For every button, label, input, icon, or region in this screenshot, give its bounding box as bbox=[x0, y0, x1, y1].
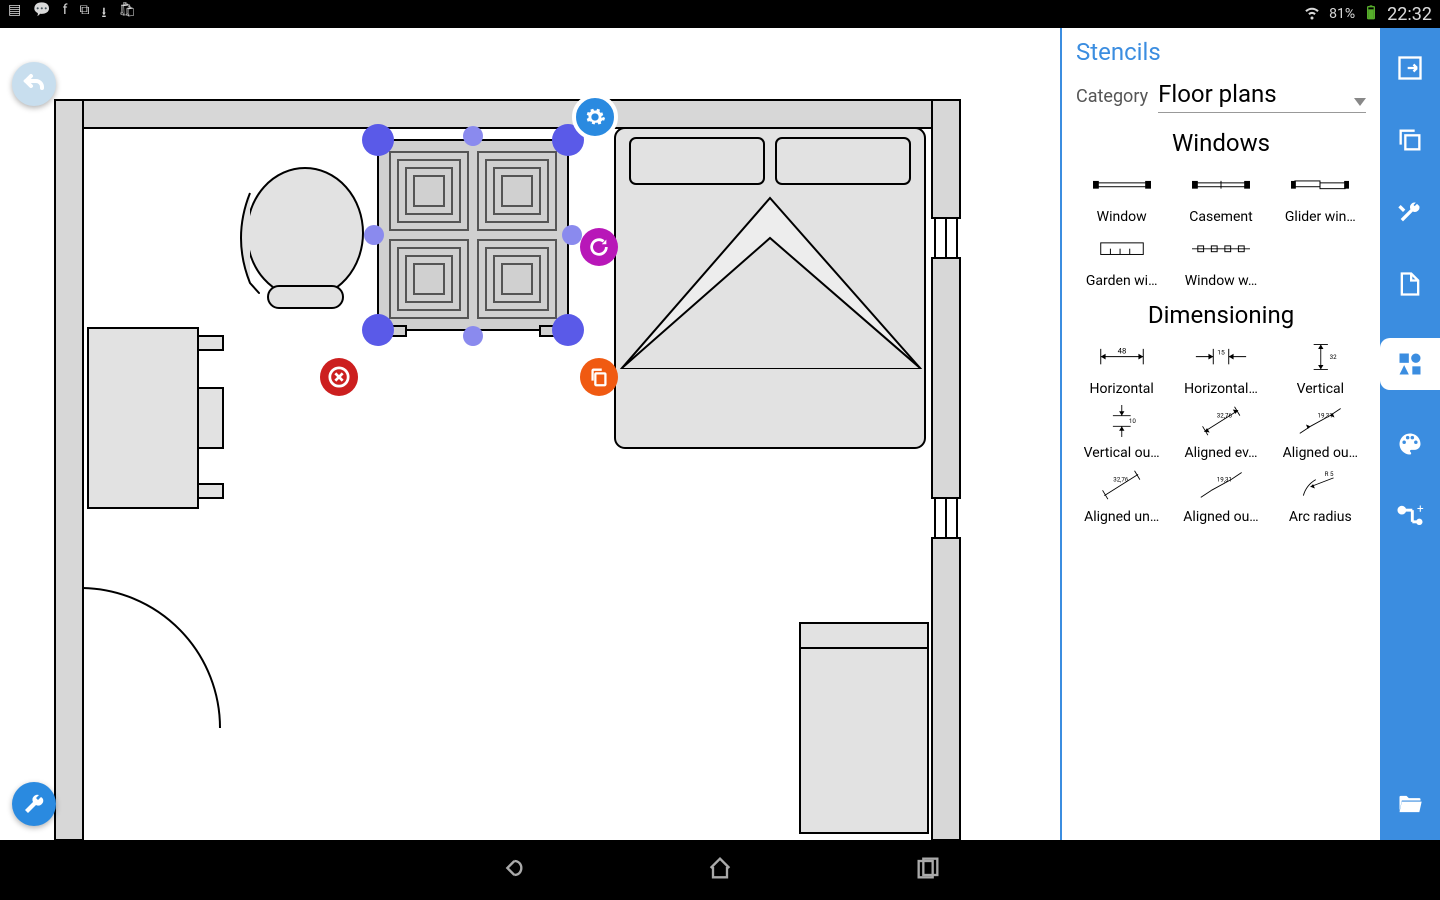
status-time: 22:32 bbox=[1387, 4, 1432, 25]
status-battery: 81% bbox=[1329, 6, 1355, 22]
battery-icon bbox=[1363, 4, 1379, 24]
stencil-casement[interactable]: Casement bbox=[1173, 167, 1268, 225]
stencil-glider[interactable]: Glider win… bbox=[1273, 167, 1368, 225]
undo-fab[interactable] bbox=[12, 62, 56, 106]
nav-recent[interactable] bbox=[914, 854, 942, 886]
nav-home[interactable] bbox=[706, 854, 734, 886]
svg-text:10: 10 bbox=[1129, 417, 1136, 425]
svg-text:+: + bbox=[1417, 502, 1424, 516]
section-dim-title: Dimensioning bbox=[1070, 301, 1372, 329]
connector-icon[interactable]: + bbox=[1392, 498, 1428, 534]
stencil-dim-au[interactable]: 32,76 Aligned un… bbox=[1074, 467, 1169, 525]
chat-icon: 💬 bbox=[33, 2, 50, 26]
svg-text:15: 15 bbox=[1217, 349, 1225, 357]
stencil-dim-ho[interactable]: 15 Horizontal… bbox=[1173, 339, 1268, 397]
gear-button[interactable] bbox=[572, 94, 618, 140]
stencil-dim-h[interactable]: 48 Horizontal bbox=[1074, 339, 1169, 397]
copy-button[interactable] bbox=[580, 358, 618, 396]
copy-icon: ⧉ bbox=[80, 2, 90, 26]
bag-icon: 🛍 bbox=[118, 2, 136, 26]
svg-text:19,31: 19,31 bbox=[1318, 411, 1333, 419]
stencil-dim-v[interactable]: 32 Vertical bbox=[1273, 339, 1368, 397]
svg-text:32,76: 32,76 bbox=[1114, 475, 1130, 483]
stencil-dim-arc[interactable]: R 5 Arc radius bbox=[1273, 467, 1368, 525]
stencil-dim-ae[interactable]: 32,76 Aligned ev… bbox=[1173, 403, 1268, 461]
category-label: Category bbox=[1076, 86, 1148, 107]
stencil-garden[interactable]: Garden wi… bbox=[1074, 231, 1169, 289]
fb-icon: f bbox=[63, 2, 68, 26]
android-status-bar: ▤ 💬 f ⧉ ⭳ 🛍 81% 22:32 bbox=[0, 0, 1440, 28]
wrench-fab[interactable] bbox=[12, 782, 56, 826]
stencil-dim-vo[interactable]: 10 Vertical ou… bbox=[1074, 403, 1169, 461]
shapes-icon[interactable] bbox=[1380, 338, 1440, 390]
stencil-window-wall[interactable]: Window w… bbox=[1173, 231, 1268, 289]
export-icon[interactable] bbox=[1392, 50, 1428, 86]
section-windows-title: Windows bbox=[1070, 129, 1372, 157]
floorplan-canvas[interactable] bbox=[0, 28, 1060, 840]
svg-text:32: 32 bbox=[1329, 353, 1336, 361]
category-select[interactable]: Floor plans bbox=[1158, 80, 1366, 113]
svg-text:R 5: R 5 bbox=[1325, 470, 1334, 478]
stencil-dim-ao[interactable]: 19,31 Aligned ou… bbox=[1273, 403, 1368, 461]
nav-back[interactable] bbox=[498, 854, 526, 886]
stencil-window[interactable]: Window bbox=[1074, 167, 1169, 225]
app-frame: Stencils Category Floor plans Windows Wi… bbox=[0, 28, 1440, 840]
svg-text:19,31: 19,31 bbox=[1217, 475, 1232, 483]
stencils-title: Stencils bbox=[1070, 38, 1372, 66]
svg-text:32,76: 32,76 bbox=[1217, 411, 1233, 419]
new-page-icon[interactable] bbox=[1392, 266, 1428, 302]
stencils-panel: Stencils Category Floor plans Windows Wi… bbox=[1060, 28, 1380, 840]
stencil-dim-ao2[interactable]: 19,31 Aligned ou… bbox=[1173, 467, 1268, 525]
download-icon: ⭳ bbox=[102, 2, 107, 26]
duplicate-icon[interactable] bbox=[1392, 122, 1428, 158]
palette-icon[interactable] bbox=[1392, 426, 1428, 462]
android-navbar bbox=[0, 840, 1440, 900]
right-toolbar: + bbox=[1380, 28, 1440, 840]
gallery-icon: ▤ bbox=[8, 2, 21, 26]
open-folder-icon[interactable] bbox=[1392, 786, 1428, 822]
wifi-icon bbox=[1303, 3, 1321, 25]
tools-icon[interactable] bbox=[1392, 194, 1428, 230]
floorplan-svg bbox=[0, 28, 1060, 840]
rotate-button[interactable] bbox=[580, 228, 618, 266]
delete-button[interactable] bbox=[320, 358, 358, 396]
svg-text:48: 48 bbox=[1117, 347, 1126, 356]
